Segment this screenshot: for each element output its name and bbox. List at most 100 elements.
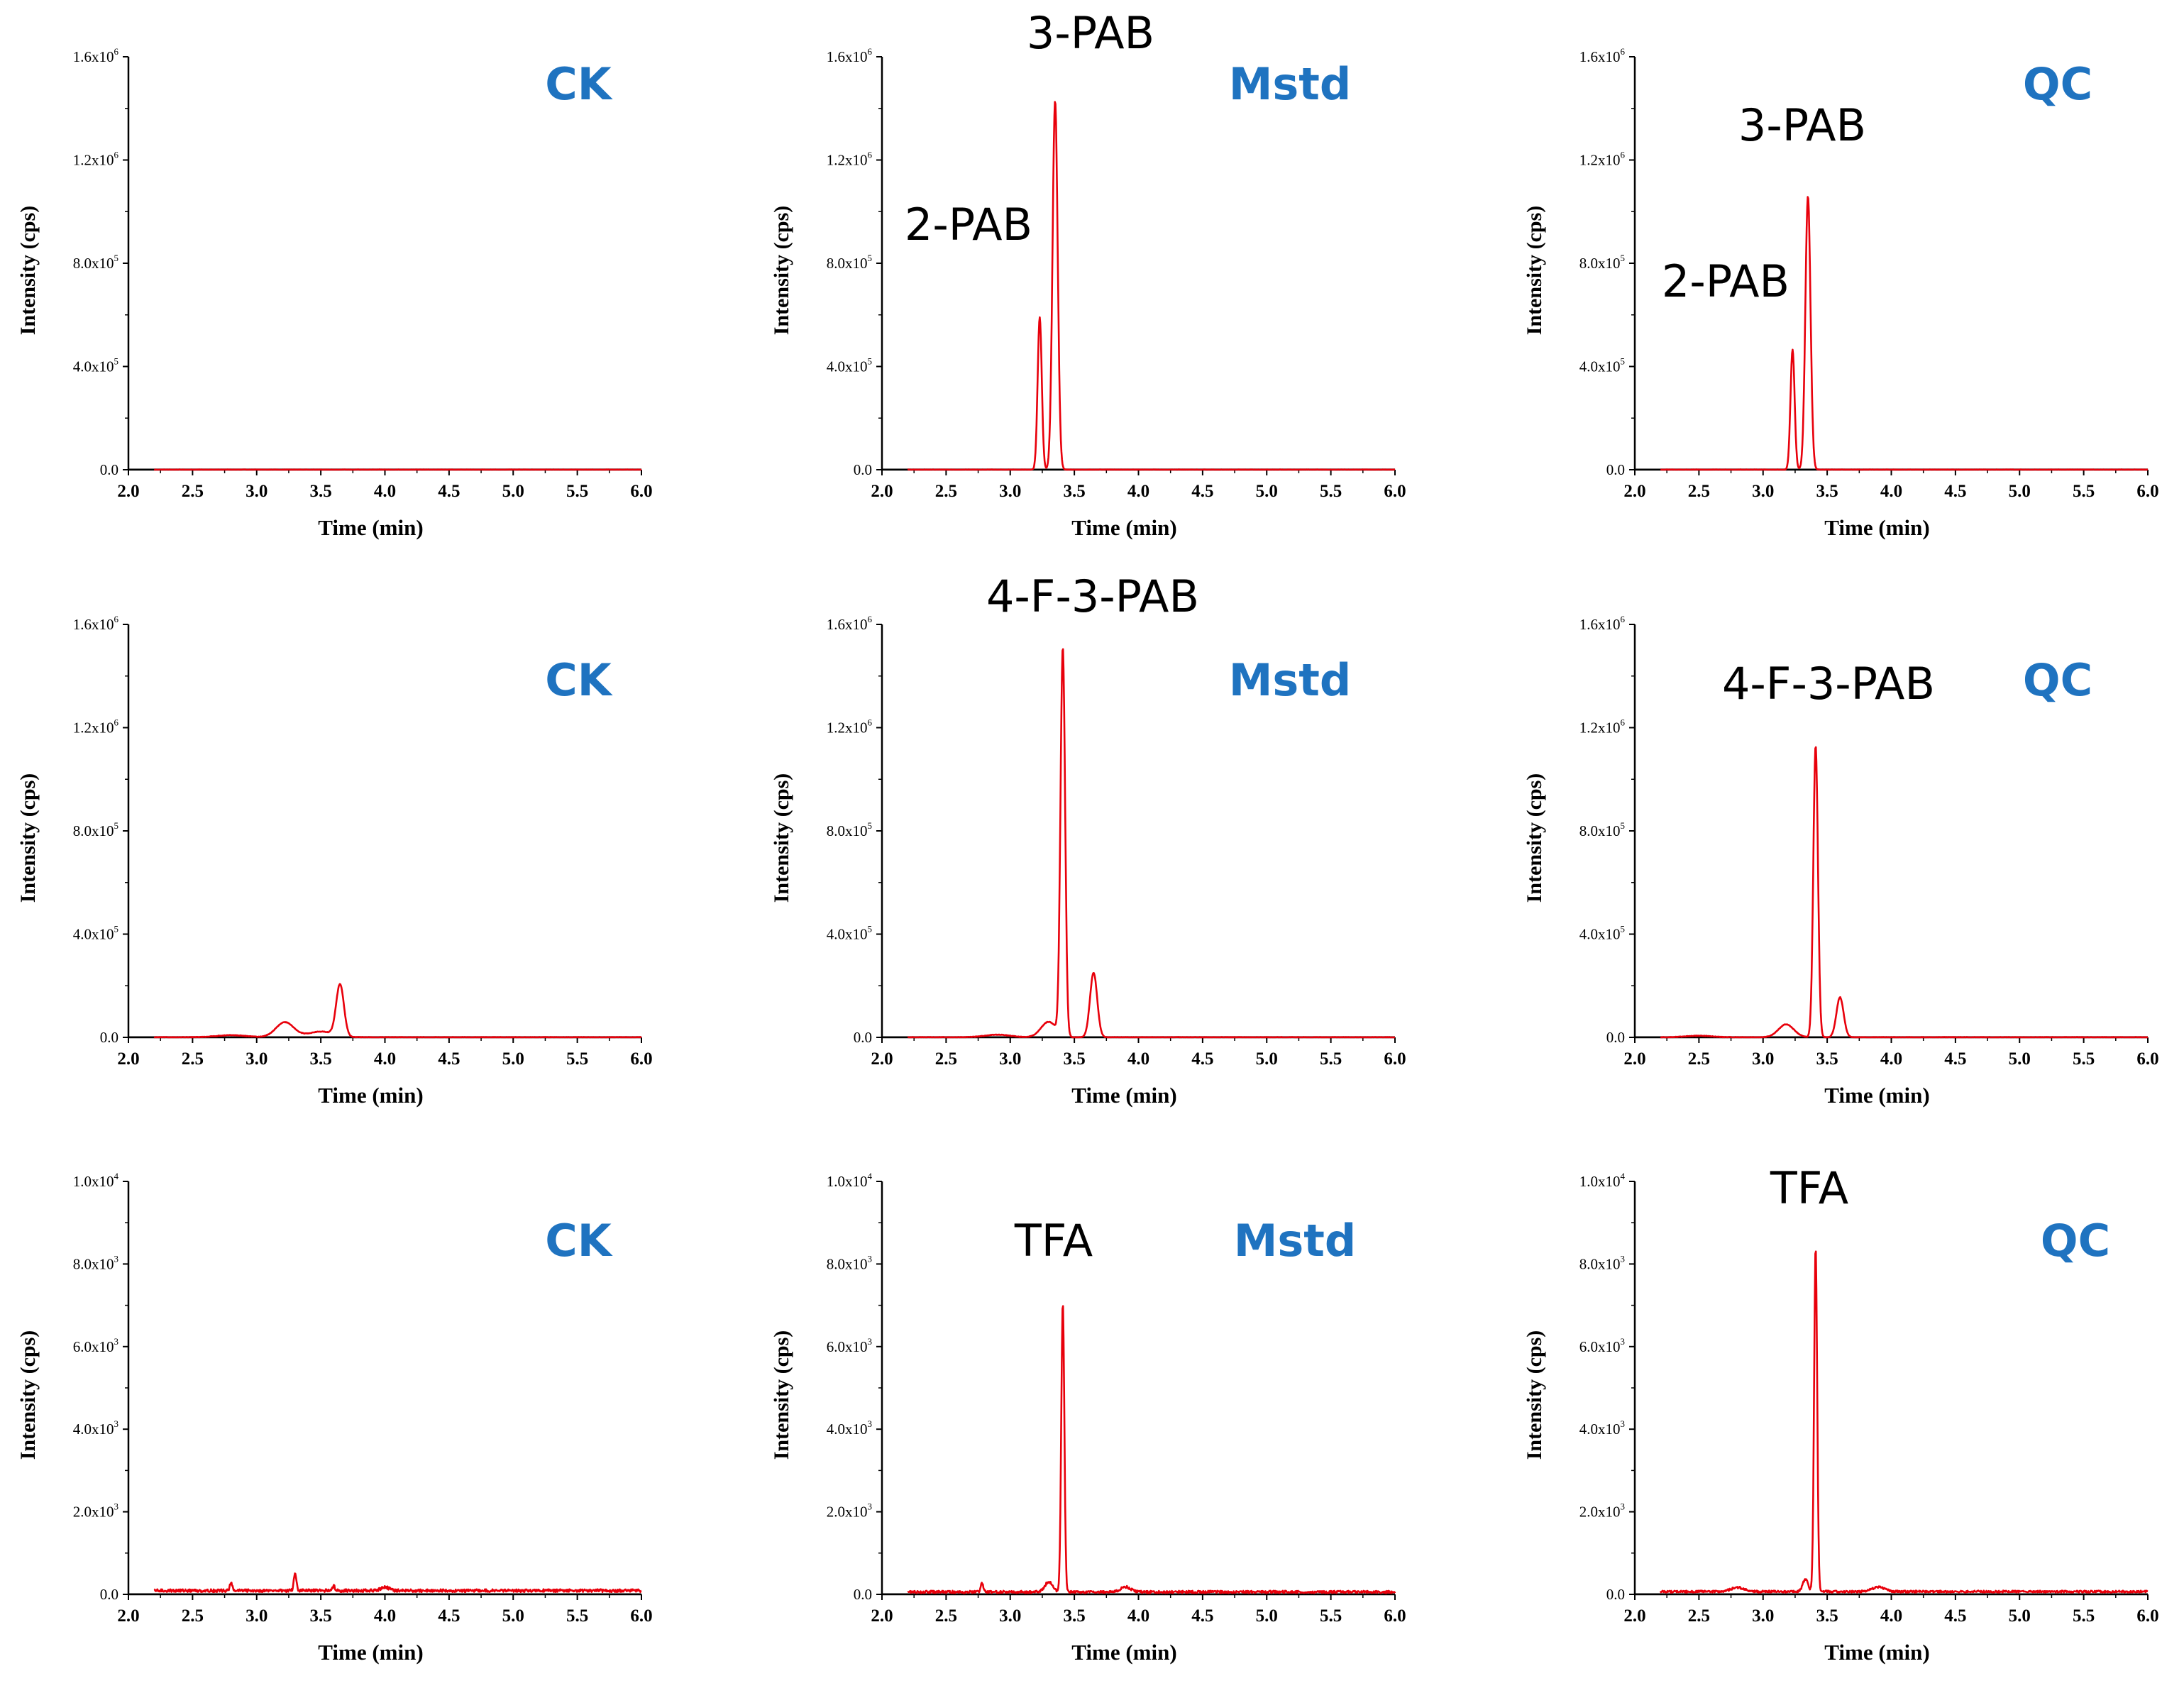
peak-annotation: 3-PAB <box>1738 99 1866 151</box>
chromatogram-trace <box>907 1305 1396 1594</box>
x-tick-label: 4.5 <box>1191 1606 1213 1626</box>
y-tick-label: 1.2x106 <box>73 150 119 169</box>
x-tick-label: 2.0 <box>871 1606 893 1626</box>
y-tick-label: 0.0 <box>100 1029 118 1046</box>
x-tick-label: 3.5 <box>1816 1606 1838 1626</box>
chromatogram-trace <box>907 101 1396 471</box>
x-tick-label: 2.5 <box>935 1606 957 1626</box>
y-tick-label: 1.2x106 <box>73 717 119 737</box>
y-tick-label: 0.0 <box>1606 1029 1625 1046</box>
y-tick-label: 4.0x105 <box>1579 924 1625 943</box>
peak-annotation: 2-PAB <box>905 199 1032 250</box>
x-tick-label: 4.0 <box>1880 482 1902 501</box>
y-tick-label: 1.6x106 <box>1579 46 1626 65</box>
x-tick-label: 4.5 <box>1944 482 1966 501</box>
sample-label: QC <box>2041 1215 2110 1267</box>
x-tick-label: 3.0 <box>999 1606 1021 1626</box>
chromatogram-trace <box>1660 196 2149 471</box>
y-tick-label: 1.6x106 <box>827 46 873 65</box>
y-tick-label: 0.0 <box>100 461 118 478</box>
x-tick-label: 2.5 <box>182 482 204 501</box>
x-tick-label: 3.0 <box>999 1049 1021 1069</box>
x-tick-label: 2.0 <box>1623 1606 1645 1626</box>
x-tick-label: 3.0 <box>1752 1049 1774 1069</box>
y-tick-label: 1.2x106 <box>1579 717 1626 737</box>
chromatogram-trace <box>1660 746 2149 1039</box>
x-tick-label: 5.0 <box>1256 1606 1278 1626</box>
x-axis-title: Time (min) <box>1824 1083 1929 1108</box>
x-tick-label: 5.5 <box>2073 1606 2095 1626</box>
y-tick-label: 1.0x104 <box>73 1171 119 1190</box>
x-tick-label: 6.0 <box>1384 1049 1406 1069</box>
x-tick-label: 5.5 <box>2073 482 2095 501</box>
y-tick-label: 1.6x106 <box>827 614 873 633</box>
x-tick-label: 5.5 <box>566 1049 588 1069</box>
y-tick-label: 4.0x105 <box>73 356 118 375</box>
x-tick-label: 2.5 <box>935 482 957 501</box>
x-tick-label: 2.0 <box>117 1606 139 1626</box>
sample-label: Mstd <box>1229 654 1352 706</box>
x-tick-label: 6.0 <box>2136 482 2158 501</box>
y-tick-label: 8.0x105 <box>1579 253 1625 272</box>
y-tick-label: 6.0x103 <box>73 1336 118 1355</box>
x-tick-label: 4.0 <box>374 482 396 501</box>
y-tick-label: 1.2x106 <box>827 717 873 737</box>
x-tick-label: 2.5 <box>1688 482 1710 501</box>
y-tick-label: 2.0x103 <box>73 1501 118 1521</box>
x-tick-label: 6.0 <box>1384 482 1406 501</box>
x-tick-label: 4.0 <box>374 1049 396 1069</box>
x-tick-label: 5.0 <box>2009 1606 2031 1626</box>
peak-annotation: TFA <box>1014 1215 1093 1267</box>
chart-panel-2-0: 2.0 2.5 3.0 3.5 4.0 4.5 5.0 5.5 6.0 0.0 2.0x103 4.0… <box>16 1171 653 1665</box>
peak-annotation: 4-F-3-PAB <box>986 570 1199 622</box>
y-tick-label: 4.0x103 <box>827 1418 872 1438</box>
x-tick-label: 4.0 <box>1880 1606 1902 1626</box>
y-tick-label: 8.0x105 <box>827 253 872 272</box>
x-axis-title: Time (min) <box>1071 1640 1176 1665</box>
x-tick-label: 2.0 <box>117 1049 139 1069</box>
chart-panel-1-1: 2.0 2.5 3.0 3.5 4.0 4.5 5.0 5.5 6.0 0.0 4.0x105 8.0… <box>770 570 1406 1108</box>
x-tick-label: 2.0 <box>117 482 139 501</box>
sample-label: Mstd <box>1234 1215 1357 1267</box>
y-tick-label: 1.6x106 <box>73 614 119 633</box>
y-tick-label: 8.0x105 <box>73 820 118 839</box>
y-axis-title: Intensity (cps) <box>16 206 40 336</box>
peak-annotation: TFA <box>1770 1162 1848 1214</box>
x-tick-label: 6.0 <box>630 1606 652 1626</box>
sample-label: CK <box>545 1215 613 1267</box>
x-tick-label: 2.0 <box>1623 482 1645 501</box>
x-tick-label: 6.0 <box>1384 1606 1406 1626</box>
y-axis-title: Intensity (cps) <box>770 773 793 903</box>
sample-label: Mstd <box>1229 58 1352 110</box>
x-tick-label: 5.0 <box>502 1606 524 1626</box>
y-axis-title: Intensity (cps) <box>770 1330 793 1460</box>
y-tick-label: 6.0x103 <box>827 1336 872 1355</box>
x-tick-label: 2.5 <box>1688 1606 1710 1626</box>
y-tick-label: 0.0 <box>100 1586 118 1603</box>
x-tick-label: 3.0 <box>246 1049 268 1069</box>
x-tick-label: 4.5 <box>1944 1049 1966 1069</box>
x-tick-label: 4.5 <box>438 482 460 501</box>
x-axis-title: Time (min) <box>1824 515 1929 540</box>
x-tick-label: 6.0 <box>2136 1606 2158 1626</box>
y-tick-label: 0.0 <box>854 461 872 478</box>
x-tick-label: 2.0 <box>871 1049 893 1069</box>
sample-label: CK <box>545 58 613 110</box>
x-tick-label: 5.0 <box>2009 482 2031 501</box>
x-tick-label: 4.5 <box>1191 1049 1213 1069</box>
x-tick-label: 3.5 <box>1064 482 1086 501</box>
chart-panel-2-2: 2.0 2.5 3.0 3.5 4.0 4.5 5.0 5.5 6.0 0.0 2.0x103 4.0… <box>1523 1162 2159 1665</box>
chart-panel-1-2: 2.0 2.5 3.0 3.5 4.0 4.5 5.0 5.5 6.0 0.0 4.0x105 8.0… <box>1523 614 2159 1108</box>
x-axis-title: Time (min) <box>1071 1083 1176 1108</box>
x-tick-label: 5.0 <box>1256 1049 1278 1069</box>
sample-label: QC <box>2023 58 2092 110</box>
y-axis-title: Intensity (cps) <box>16 773 40 903</box>
y-tick-label: 8.0x103 <box>827 1253 872 1272</box>
x-tick-label: 3.0 <box>246 1606 268 1626</box>
x-tick-label: 5.5 <box>1320 1049 1342 1069</box>
peak-annotation: 3-PAB <box>1027 7 1154 59</box>
x-tick-label: 5.0 <box>2009 1049 2031 1069</box>
x-tick-label: 3.5 <box>310 1606 332 1626</box>
x-tick-label: 4.0 <box>1127 1049 1149 1069</box>
chromatogram-trace <box>907 648 1396 1039</box>
